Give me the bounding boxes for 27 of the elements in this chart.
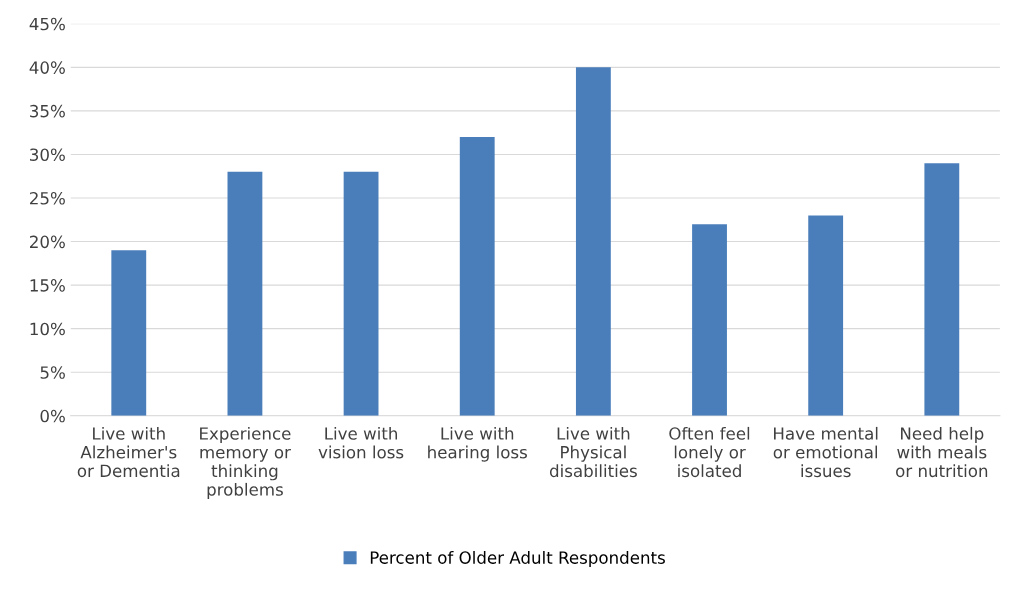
x-tick-label: Have mental or emotional issues bbox=[773, 426, 878, 478]
bar bbox=[111, 250, 147, 416]
x-tick-label: Experience memory or thinking problems bbox=[200, 426, 291, 500]
y-tick-label: 5% bbox=[40, 366, 65, 379]
bar bbox=[924, 163, 960, 416]
y-tick-label: 15% bbox=[30, 279, 65, 292]
y-tick-label: 0% bbox=[40, 409, 65, 423]
bar bbox=[808, 215, 844, 416]
y-tick-label: 35% bbox=[30, 104, 65, 118]
bar bbox=[343, 171, 379, 416]
bar bbox=[227, 171, 263, 416]
x-tick-label: Live with Alzheimer's or Dementia bbox=[77, 426, 180, 478]
y-tick-label: 45% bbox=[29, 17, 65, 31]
y-tick-label: 40% bbox=[29, 61, 65, 74]
y-tick-label: 20% bbox=[30, 235, 65, 249]
x-tick-label: Live with vision loss bbox=[318, 426, 404, 459]
x-tick-label: Need help with meals or nutrition bbox=[896, 426, 988, 478]
bar bbox=[459, 137, 495, 416]
legend-label: Percent of Older Adult Respondents bbox=[370, 550, 665, 568]
y-tick-label: 10% bbox=[30, 322, 65, 336]
x-tick-label: Often feel lonely or isolated bbox=[669, 426, 750, 478]
bar bbox=[575, 67, 611, 416]
x-tick-label: Live with Physical disabilities bbox=[549, 426, 637, 478]
bar bbox=[692, 224, 727, 416]
x-tick-label: Live with hearing loss bbox=[428, 426, 527, 462]
y-tick-label: 25% bbox=[30, 191, 65, 205]
y-tick-label: 30% bbox=[30, 148, 65, 162]
